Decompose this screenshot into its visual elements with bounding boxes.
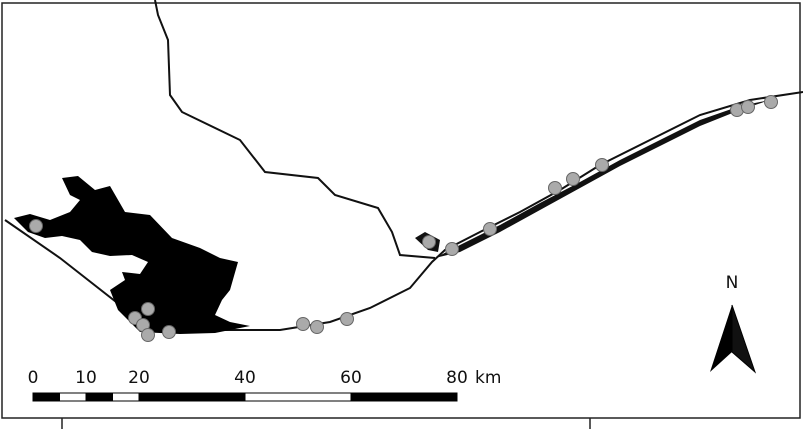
sites [29, 95, 778, 342]
scale-segment [138, 392, 246, 402]
site [548, 181, 562, 195]
site [296, 317, 310, 331]
lagoon-land [14, 176, 250, 334]
scale-segment [85, 392, 113, 402]
coastal-strip [435, 100, 770, 258]
site [445, 242, 459, 256]
scale-segment [32, 392, 60, 402]
site [483, 222, 497, 236]
site [741, 100, 755, 114]
site [340, 312, 354, 326]
site [310, 320, 324, 334]
scale-bar: 0 10 20 40 60 80 km [28, 368, 501, 402]
map-frame [1, 2, 801, 419]
north-arrow-left [710, 305, 732, 372]
scale-label: 40 [234, 368, 256, 388]
scale-label: 20 [128, 368, 150, 388]
site [141, 328, 155, 342]
site [162, 325, 176, 339]
scale-segment [244, 392, 352, 402]
scale-segment [59, 392, 87, 402]
boundary-line [154, 0, 436, 259]
site [422, 235, 436, 249]
site [566, 172, 580, 186]
scale-segment [350, 392, 458, 402]
site [764, 95, 778, 109]
north-label: N [726, 273, 739, 293]
scale-label: 0 [28, 368, 39, 388]
scale-label: 10 [75, 368, 97, 388]
north-arrow-right [731, 304, 757, 374]
scale-label: 80 [446, 368, 468, 388]
site [595, 158, 609, 172]
scale-unit: km [475, 368, 501, 388]
site [141, 302, 155, 316]
site [29, 219, 43, 233]
scale-label: 60 [340, 368, 362, 388]
scale-segment [112, 392, 140, 402]
